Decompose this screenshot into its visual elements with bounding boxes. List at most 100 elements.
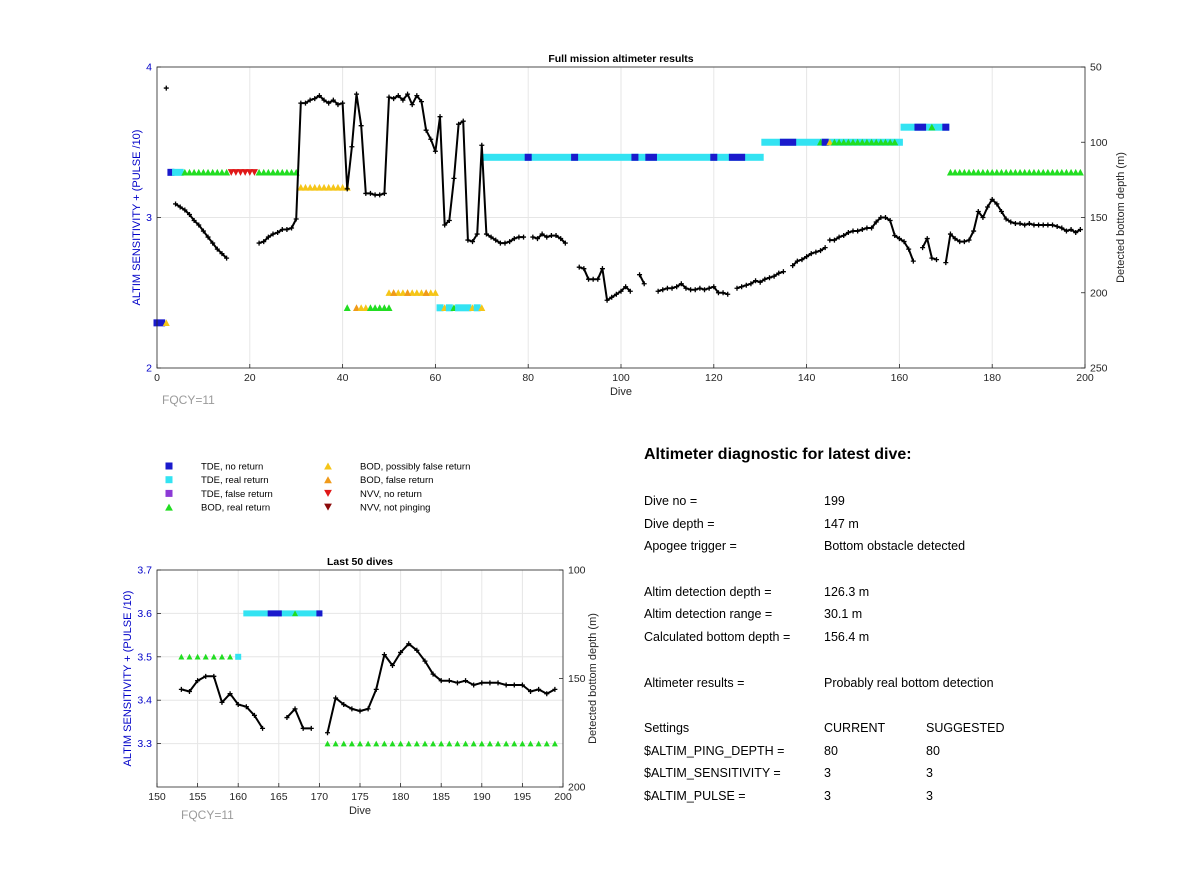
bod_real_return-marker <box>974 168 982 176</box>
bod_possibly_false-marker <box>325 183 333 191</box>
bod_real_return-marker <box>190 168 198 176</box>
bottom-depth-point <box>428 136 434 142</box>
bod_real_return-marker <box>185 168 193 176</box>
bottom-depth-point <box>947 231 953 237</box>
bottom-depth-point <box>349 706 355 712</box>
bottom-depth-point <box>256 240 262 246</box>
y-tick-label: 3.5 <box>137 651 152 663</box>
bottom-depth-point <box>771 273 777 279</box>
settings-header-current: CURRENT <box>824 720 886 735</box>
right-tick-label: 50 <box>1090 62 1102 74</box>
bod_possibly_false-marker <box>320 183 328 191</box>
legend-triangle-up-icon <box>165 503 173 511</box>
bod_real_return-marker <box>877 138 885 146</box>
bottom-depth-point <box>227 691 233 697</box>
bottom-depth-point <box>790 263 796 269</box>
bottom-depth-point <box>896 236 902 242</box>
bottom-depth-point <box>725 291 731 297</box>
x-tick-label: 80 <box>522 372 534 384</box>
bod_real_return-marker <box>543 740 550 747</box>
bod_real_return-marker <box>872 138 880 146</box>
legend-label: TDE, false return <box>201 489 273 500</box>
bottom-depth-point <box>325 730 331 736</box>
tde_no_return-bar <box>728 153 746 161</box>
bottom-depth-point <box>367 190 373 196</box>
bod_real_return-marker <box>519 740 526 747</box>
bottom-depth-point <box>975 208 981 214</box>
bottom-depth-point <box>381 190 387 196</box>
altimeter-results-row: Altimeter results = Probably real bottom… <box>644 676 1164 699</box>
bottom-depth-point <box>163 85 169 91</box>
tde_no_return-marker <box>942 123 950 131</box>
bottom-depth-point <box>762 276 768 282</box>
bod_real_return-marker <box>430 740 437 747</box>
bottom-depth-point <box>1031 222 1037 228</box>
bod_real_return-marker <box>357 740 363 747</box>
bottom-depth-point <box>539 231 545 237</box>
bottom-depth-point <box>398 649 404 655</box>
bod_real_return-marker <box>199 168 207 176</box>
bottom-depth-point <box>386 94 392 100</box>
bod_real_return-marker <box>421 740 428 747</box>
bottom-depth-point <box>406 641 412 647</box>
bottom-depth-point <box>766 275 772 281</box>
bod_real_return-marker <box>830 138 838 146</box>
y-tick-label: 2 <box>146 363 152 375</box>
x-tick-label: 100 <box>612 372 630 384</box>
tde_no_return-marker <box>316 610 323 617</box>
y-tick-label: 4 <box>146 62 152 74</box>
bottom-depth-point <box>196 222 202 228</box>
bottom-depth-point <box>887 218 893 224</box>
bottom-depth-point <box>483 231 489 237</box>
x-tick-label: 0 <box>154 372 160 384</box>
bod_real_return-marker <box>1044 168 1052 176</box>
bottom-depth-point <box>739 284 745 290</box>
bottom-depth-point <box>316 93 322 99</box>
bottom-depth-point <box>178 686 184 692</box>
bottom-depth-point <box>373 686 379 692</box>
bottom-depth-point <box>511 682 517 688</box>
bottom-depth-point <box>437 114 443 120</box>
bod_real_return-marker <box>292 610 299 617</box>
bod_real_return-marker <box>227 653 234 660</box>
setting-suggested: 80 <box>926 743 940 758</box>
bottom-depth-point <box>341 702 347 708</box>
bottom-depth-point <box>293 216 299 222</box>
apogee-trigger-value: Bottom obstacle detected <box>824 539 966 554</box>
bottom-depth-point <box>463 678 469 684</box>
legend-label: BOD, real return <box>201 503 270 514</box>
bottom-depth-point <box>586 276 592 282</box>
last-50-dives-chart: 150 155 160 165 170 175 180 185 190 195 200 3.3 3.4 3… <box>122 556 599 822</box>
bottom-depth-point <box>511 236 517 242</box>
bottom-depth-point <box>418 99 424 105</box>
legend-square-icon <box>165 462 173 470</box>
tde_no_return-marker <box>821 138 829 146</box>
altim-detection-depth-label: Altim detection depth = <box>644 584 772 599</box>
bottom-depth-point <box>423 127 429 133</box>
bottom-depth-point <box>275 230 281 236</box>
bod_real_return-marker <box>1030 168 1038 176</box>
bottom-depth-point <box>961 239 967 245</box>
bottom-depth-point <box>590 276 596 282</box>
bod_real_return-marker <box>1058 168 1066 176</box>
bottom-depth-point <box>966 237 972 243</box>
bottom-depth-line <box>921 237 937 261</box>
x-tick-label: 155 <box>189 791 207 803</box>
setting-current: 3 <box>824 788 831 803</box>
bod_real_return-marker <box>210 653 217 660</box>
bod_real_return-marker <box>1067 168 1075 176</box>
bod_possibly_false-marker <box>329 183 337 191</box>
bottom-depth-point <box>321 97 327 103</box>
fqcy-label: FQCY=11 <box>181 808 234 822</box>
bottom-depth-point <box>604 297 610 303</box>
bod_real_return-marker <box>1007 168 1015 176</box>
bottom-depth-point <box>674 284 680 290</box>
setting-name: $ALTIM_PING_DEPTH = <box>644 743 785 758</box>
bottom-depth-point <box>302 100 308 106</box>
bottom-depth-point <box>641 281 647 287</box>
bottom-depth-point <box>1003 216 1009 222</box>
bod_real_return-marker <box>195 168 203 176</box>
legend-square-icon <box>165 489 173 497</box>
bod_real_return-marker <box>1002 168 1010 176</box>
